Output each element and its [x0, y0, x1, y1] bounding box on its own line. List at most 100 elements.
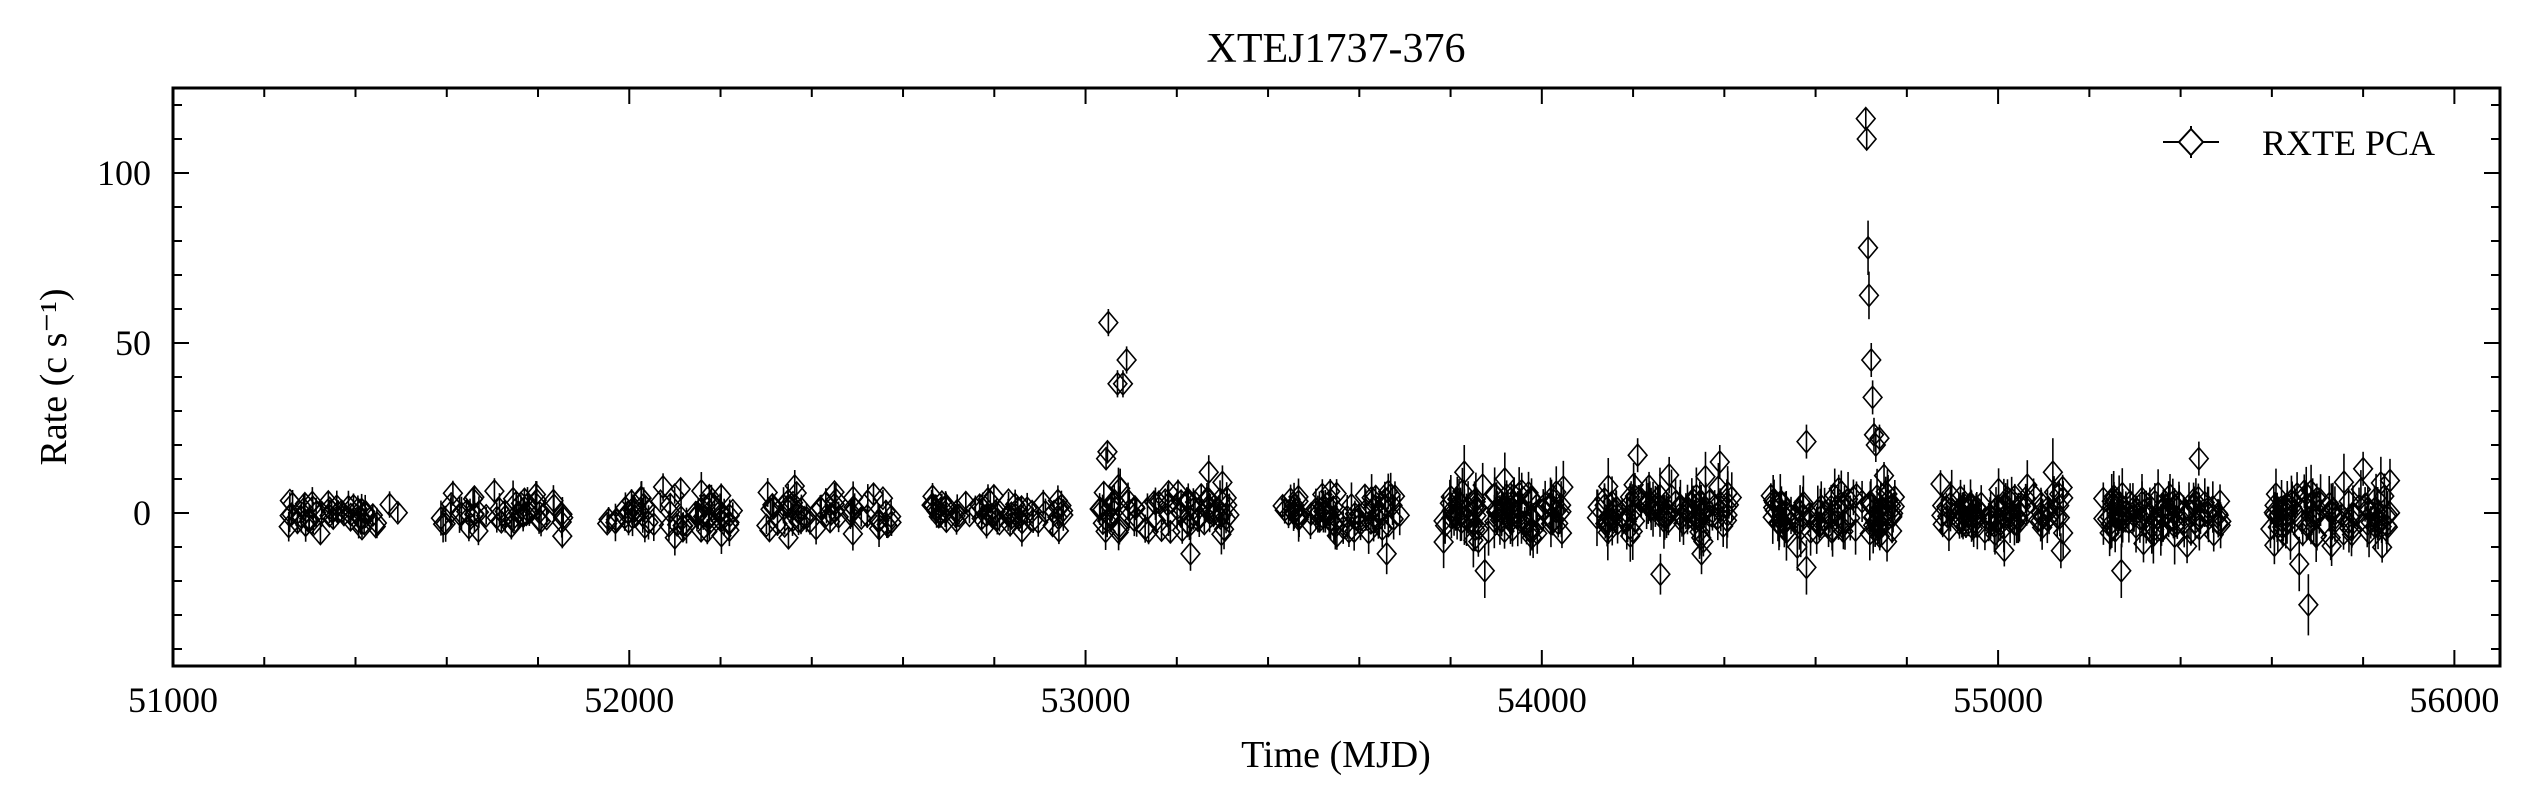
diamond-marker: [2275, 513, 2297, 538]
diamond-marker: [979, 489, 1001, 514]
diamond-marker: [1526, 521, 1548, 546]
diamond-marker: [2027, 507, 2049, 533]
diamond-marker: [696, 519, 718, 544]
data-point: [1930, 470, 1951, 498]
data-point: [1112, 370, 1134, 398]
diamond-marker: [462, 486, 484, 512]
diamond-marker: [1145, 508, 1167, 534]
diamond-marker: [1953, 503, 1975, 528]
diamond-marker: [2176, 534, 2198, 559]
diamond-marker: [796, 505, 817, 530]
data-point: [1814, 487, 1835, 537]
diamond-marker: [350, 505, 372, 530]
data-point: [1857, 220, 1879, 275]
data-point: [1796, 424, 1817, 459]
data-point: [2049, 499, 2071, 537]
diamond-marker: [2360, 510, 2382, 535]
diamond-marker: [387, 500, 409, 526]
diamond-marker: [828, 504, 850, 530]
data-point: [1617, 495, 1639, 543]
data-point: [710, 508, 732, 534]
diamond-marker: [1368, 500, 1390, 526]
data-point: [1993, 494, 2015, 541]
data-point: [1361, 474, 1383, 522]
data-point: [1439, 479, 1461, 527]
diamond-marker: [1596, 509, 1618, 534]
x-tick-label: 51000: [128, 680, 218, 720]
diamond-marker: [1873, 463, 1895, 488]
diamond-marker: [1965, 502, 1987, 528]
diamond-marker: [2110, 558, 2132, 584]
data-point: [638, 505, 659, 540]
diamond-marker: [331, 499, 353, 524]
data-point: [1709, 445, 1731, 479]
data-point: [1311, 479, 1333, 510]
data-point: [1587, 489, 1609, 525]
data-point: [1860, 343, 1882, 377]
data-point: [2050, 533, 2072, 569]
diamond-marker: [2371, 534, 2393, 560]
diamond-marker: [1837, 486, 1859, 512]
data-point: [1717, 466, 1739, 520]
diamond-marker: [1180, 506, 1201, 531]
diamond-marker: [1881, 503, 1903, 528]
data-point: [1858, 271, 1880, 320]
data-point: [1511, 499, 1532, 544]
data-point: [502, 506, 524, 532]
diamond-marker: [999, 512, 1021, 537]
diamond-marker: [514, 487, 535, 512]
data-point: [696, 518, 718, 545]
data-point: [1016, 492, 1038, 524]
diamond-marker: [1483, 509, 1505, 534]
data-point: [2092, 482, 2114, 515]
diamond-marker: [302, 494, 324, 520]
diamond-marker: [1361, 485, 1383, 510]
data-point: [621, 488, 642, 514]
diamond-marker: [1828, 513, 1849, 538]
diamond-marker: [1691, 541, 1712, 567]
data-point: [1216, 486, 1238, 524]
diamond-marker: [1833, 519, 1854, 544]
diamond-marker: [1966, 495, 1988, 520]
diamond-marker: [1309, 507, 1331, 533]
data-point: [1597, 458, 1619, 515]
data-point: [2046, 497, 2068, 538]
data-point: [1658, 508, 1679, 536]
diamond-marker: [1709, 449, 1731, 475]
chart-title: XTEJ1737-376: [1207, 26, 1466, 72]
diamond-marker: [2111, 507, 2133, 533]
diamond-marker: [1052, 498, 1074, 523]
data-point: [757, 478, 779, 507]
diamond-marker: [880, 504, 902, 529]
diamond-marker: [2333, 469, 2355, 495]
diamond-marker: [1216, 492, 1238, 518]
diamond-marker: [868, 516, 890, 541]
data-point: [1348, 505, 1369, 534]
diamond-marker: [1451, 509, 1472, 535]
data-point: [1092, 510, 1114, 536]
diamond-marker: [468, 518, 489, 544]
diamond-marker: [1997, 485, 2018, 510]
data-point: [1326, 521, 1348, 550]
diamond-marker: [2268, 502, 2290, 527]
diamond-marker: [1011, 519, 1033, 544]
diamond-marker: [1285, 497, 1307, 522]
diamond-marker: [1097, 310, 1119, 335]
diamond-marker: [921, 492, 942, 518]
data-point: [543, 485, 564, 517]
diamond-marker: [310, 521, 331, 546]
data-point: [652, 473, 674, 501]
diamond-marker: [1450, 492, 1471, 517]
diamond-marker: [1433, 529, 1455, 555]
data-point: [1382, 485, 1403, 526]
diamond-marker: [778, 525, 799, 550]
diamond-marker: [2030, 500, 2052, 526]
data-point: [2180, 520, 2202, 546]
data-point: [2052, 481, 2074, 515]
data-point: [1598, 511, 1619, 544]
diamond-marker: [1497, 497, 1519, 522]
data-point: [2187, 483, 2209, 512]
data-point: [1689, 504, 1710, 559]
data-point: [2348, 487, 2370, 525]
data-point: [1862, 380, 1884, 415]
